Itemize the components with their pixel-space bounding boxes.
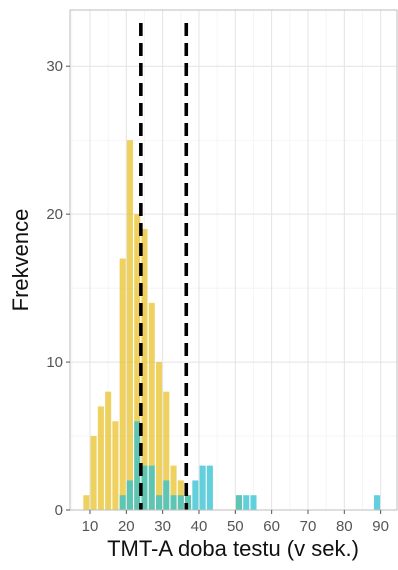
x-tick-label: 90: [372, 518, 389, 535]
y-axis-title: Frekvence: [8, 209, 33, 312]
x-axis-ticks: 10 20 30 40 50 60 70 80 90: [82, 510, 389, 535]
histogram-bar-series-2: [141, 465, 148, 510]
y-tick-label: 10: [46, 354, 63, 371]
histogram-bar-series-1: [141, 228, 148, 510]
x-tick-label: 20: [118, 518, 135, 535]
histogram-bar-series-1: [155, 362, 163, 510]
bars: [83, 140, 381, 510]
histogram-bar-series-1: [119, 258, 126, 510]
histogram-bar-series-2: [119, 495, 126, 510]
y-tick-label: 0: [55, 502, 63, 519]
x-axis-title: TMT-A doba testu (v sek.): [107, 536, 359, 561]
histogram-bar-series-2: [199, 465, 206, 510]
x-tick-label: 40: [191, 518, 208, 535]
histogram-bar-series-1: [170, 465, 177, 510]
histogram-bar-series-1: [148, 302, 155, 510]
histogram-bar-series-1: [97, 406, 104, 510]
histogram-bar-series-2: [134, 421, 141, 510]
histogram-bar-series-1: [90, 436, 97, 510]
y-axis-ticks: 0 10 20 30: [46, 58, 70, 519]
histogram-bar-series-2: [185, 495, 192, 510]
histogram-bar-series-1: [126, 140, 133, 510]
x-tick-label: 30: [154, 518, 171, 535]
histogram-bar-series-1: [105, 391, 112, 510]
x-tick-label: 70: [300, 518, 317, 535]
histogram-bar-series-1: [134, 214, 141, 510]
histogram-bar-series-2: [235, 495, 242, 510]
histogram-bar-series-2: [192, 480, 199, 510]
reference-lines: [139, 23, 189, 510]
histogram-bar-series-1: [83, 495, 90, 510]
y-tick-label: 20: [46, 206, 63, 223]
histogram-bar-series-1: [112, 421, 119, 510]
histogram-bar-series-2: [206, 465, 213, 510]
histogram-bar-series-2: [243, 495, 250, 510]
x-tick-label: 50: [227, 518, 244, 535]
histogram-bar-series-2: [373, 495, 381, 510]
histogram-bar-series-2: [170, 495, 177, 510]
histogram-bar-series-2: [148, 465, 155, 510]
histogram-bar-series-2: [163, 480, 170, 510]
panel-border: [69, 9, 398, 511]
histogram-bar-series-2: [177, 495, 184, 510]
y-tick-label: 30: [46, 58, 63, 75]
panel-background: [70, 10, 397, 510]
histogram-bar-series-2: [126, 480, 133, 510]
x-tick-label: 10: [82, 518, 99, 535]
histogram-bar-series-2: [250, 495, 257, 510]
x-tick-label: 80: [336, 518, 353, 535]
x-tick-label: 60: [263, 518, 280, 535]
histogram-bar-series-1: [163, 391, 170, 510]
histogram-bar-series-2: [155, 495, 163, 510]
